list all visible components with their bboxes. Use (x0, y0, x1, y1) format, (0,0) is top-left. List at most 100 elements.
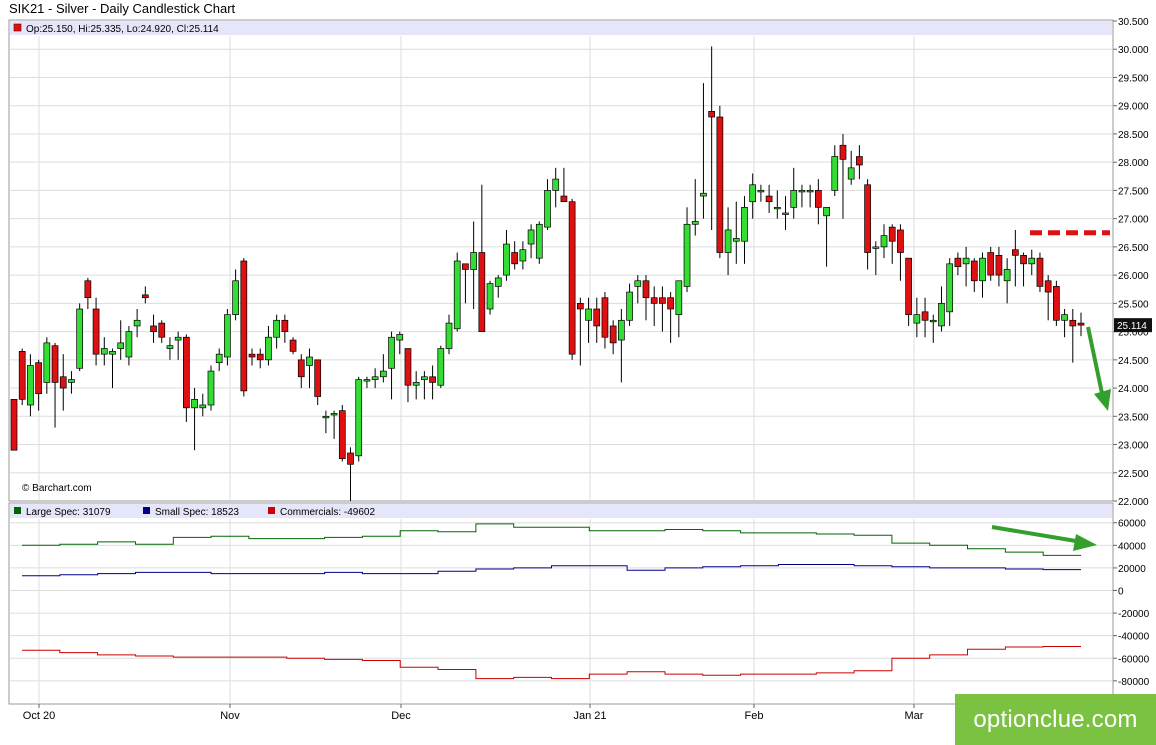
candle-body-up (947, 264, 953, 312)
candle-body-down (897, 230, 903, 253)
candle-body-up (356, 380, 362, 456)
candle-body-up (930, 320, 936, 322)
candle-body-down (709, 111, 715, 117)
candle-body-down (569, 202, 575, 354)
candle-body-up (471, 253, 477, 270)
candle-body-up (692, 221, 698, 224)
candle-body-down (159, 323, 165, 337)
candle-body-down (183, 337, 189, 408)
candle-body-up (101, 349, 107, 355)
candle-body-up (635, 281, 641, 287)
candle-body-up (783, 213, 789, 215)
candle-body-up (881, 236, 887, 247)
candle-body-up (618, 320, 624, 340)
candle-body-down (19, 351, 25, 399)
legend-large-spec: Large Spec: 31079 (14, 507, 111, 518)
candle-body-down (282, 320, 288, 331)
candle-body-down (651, 298, 657, 304)
candle (208, 365, 214, 410)
legend-small-spec: Small Spec: 18523 (143, 507, 239, 518)
price-y-tick-label: 28.000 (1118, 158, 1149, 169)
candle-body-up (807, 190, 813, 192)
ohlc-label: Op:25.150, Hi:25.335, Lo:24.920, Cl:25.1… (26, 24, 219, 35)
candle-body-down (298, 360, 304, 377)
candle-body-down (1070, 320, 1076, 326)
candle-body-down (922, 312, 928, 320)
price-y-tick-label: 24.000 (1118, 384, 1149, 395)
svg-text:Small Spec: 18523: Small Spec: 18523 (155, 507, 239, 518)
candle-body-down (290, 340, 296, 351)
cot-y-tick-label: 0 (1118, 587, 1124, 598)
x-tick-label: Nov (220, 710, 240, 722)
candle-body-up (980, 258, 986, 281)
legend-name-commercials: Commercials (280, 507, 338, 518)
candle-body-up (487, 284, 493, 309)
candle-body-up (536, 224, 542, 258)
cot-y-tick-labels: 60000 40000 20000 0 -20000 -40000 -60000 -80000 (1113, 519, 1150, 688)
candle-body-up (733, 238, 739, 241)
candle-body-up (520, 250, 526, 261)
candle (290, 337, 296, 354)
candle-body-down (1021, 255, 1027, 263)
price-y-tick-label: 28.500 (1118, 130, 1149, 141)
candle-body-up (741, 207, 747, 241)
price-y-tick-label: 23.500 (1118, 412, 1149, 423)
candle-body-down (561, 196, 567, 202)
candle-body-down (36, 363, 42, 394)
price-y-tick-label: 26.500 (1118, 243, 1149, 254)
candle-body-up (848, 168, 854, 179)
candle-body-down (996, 255, 1002, 275)
candle-body-up (684, 224, 690, 286)
candle-body-down (906, 258, 912, 314)
cot-y-tick-label: -60000 (1118, 654, 1150, 665)
svg-text:Commercials: -49602: Commercials: -49602 (280, 507, 375, 518)
candle-body-up (389, 337, 395, 368)
x-axis-tick-labels: Oct 20 Nov Dec Jan 21 Feb Mar (23, 704, 924, 722)
candle-body-down (52, 346, 58, 383)
candle-body-down (1037, 258, 1043, 286)
price-y-tick-label: 29.000 (1118, 102, 1149, 113)
candle-body-up (503, 244, 509, 275)
candle-body-up (446, 323, 452, 348)
cot-y-tick-label: -80000 (1118, 677, 1150, 688)
candle-body-down (815, 190, 821, 207)
price-y-tick-label: 29.500 (1118, 73, 1149, 84)
candle-body-up (1029, 258, 1035, 264)
price-y-tick-label: 30.000 (1118, 45, 1149, 56)
candle-body-up (77, 309, 83, 368)
candle-body-up (413, 382, 419, 385)
price-y-tick-label: 22.000 (1118, 497, 1149, 508)
candle (1037, 253, 1043, 293)
candle-body-down (971, 261, 977, 281)
candle-body-up (175, 337, 181, 340)
candle-body-down (241, 261, 247, 391)
candle-body-up (118, 343, 124, 349)
candle-body-down (60, 377, 66, 388)
candle-body-down (659, 298, 665, 304)
candle-body-up (545, 190, 551, 227)
candle-body-up (873, 247, 879, 249)
candle-body-down (955, 258, 961, 266)
candle-body-up (421, 377, 427, 380)
x-tick-label: Feb (745, 710, 764, 722)
cot-y-tick-label: -40000 (1118, 632, 1150, 643)
candle-body-down (1078, 323, 1084, 325)
candle-body-down (766, 196, 772, 202)
candle-body-up (224, 315, 230, 357)
candle-body-up (438, 349, 444, 386)
candle (569, 199, 575, 360)
candle-body-up (306, 357, 312, 365)
price-y-tick-label: 27.500 (1118, 186, 1149, 197)
candle-body-up (380, 371, 386, 377)
candle (241, 258, 247, 396)
candle-body-down (512, 253, 518, 264)
candle (356, 377, 362, 462)
price-pane (9, 20, 1113, 501)
candle-body-up (331, 413, 337, 415)
candle-body-up (109, 351, 115, 354)
candle-body-down (668, 298, 674, 309)
candle-body-up (914, 315, 920, 323)
x-tick-label: Oct 20 (23, 710, 55, 722)
legend-swatch-large-spec (14, 507, 21, 514)
candle-body-up (758, 190, 764, 192)
